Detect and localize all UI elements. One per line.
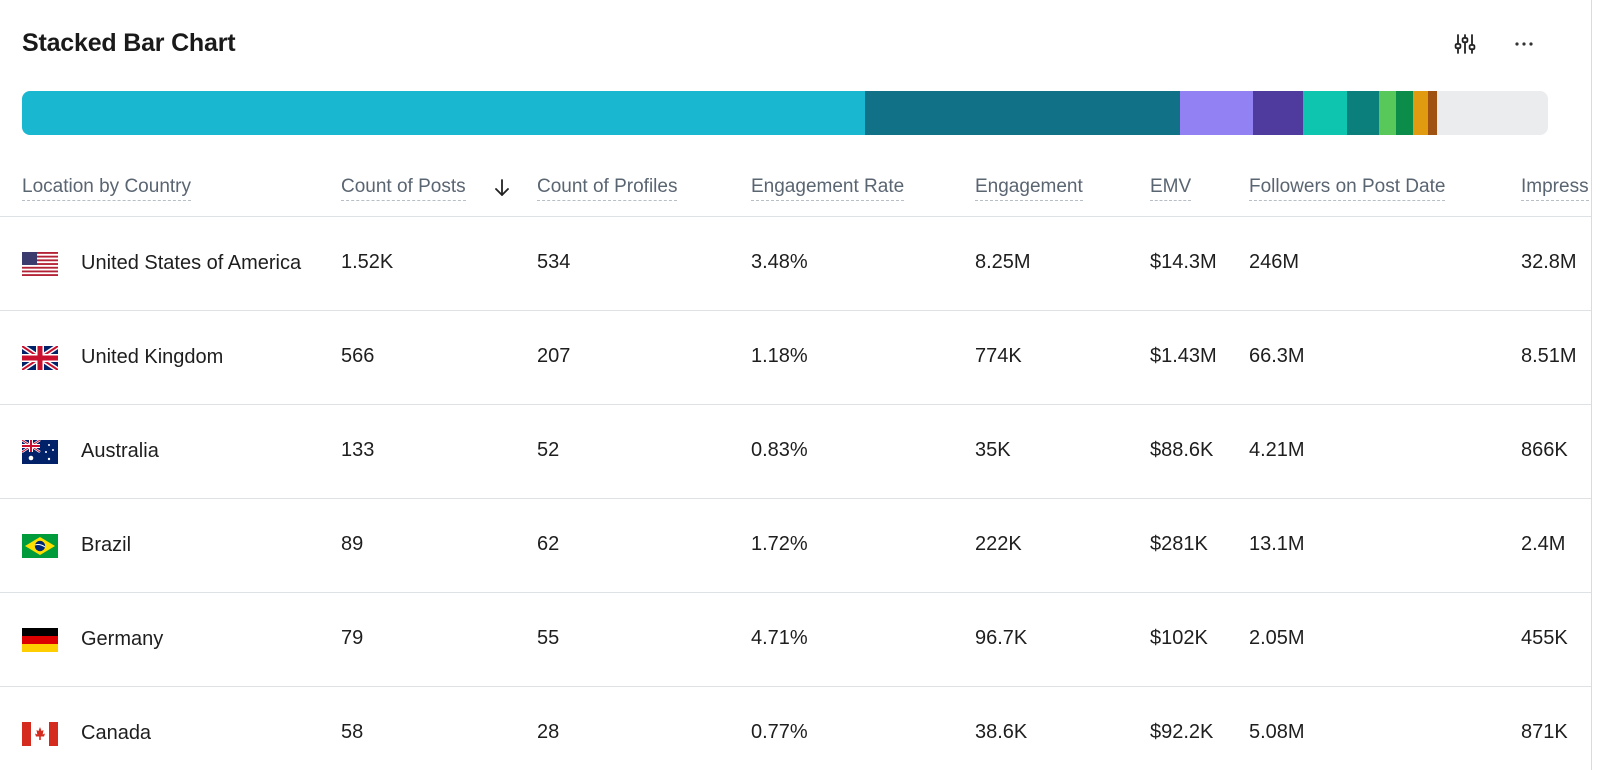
cell-count-of-posts: 79 — [341, 627, 364, 649]
column-header-impressions[interactable]: Impress — [1521, 176, 1589, 201]
flag-br-icon — [22, 533, 58, 558]
country-name: Canada — [81, 722, 152, 744]
cell-followers: 246M — [1249, 251, 1300, 273]
cell-impressions: 2.4M — [1521, 533, 1566, 555]
more-options-button[interactable] — [1508, 28, 1540, 60]
country-cell[interactable]: Australia — [22, 405, 159, 498]
cell-engagement-rate: 3.48% — [751, 251, 808, 273]
cell-count-of-profiles: 52 — [537, 439, 560, 461]
cell-followers: 5.08M — [1249, 721, 1305, 743]
column-header-location[interactable]: Location by Country — [22, 176, 191, 201]
table-row[interactable]: United Kingdom 566 207 1.18% 774K $1.43M 66.3M… — [0, 311, 1591, 405]
country-cell[interactable]: Germany — [22, 593, 163, 686]
cell-engagement-rate: 4.71% — [751, 627, 808, 649]
cell-emv: $88.6K — [1150, 439, 1214, 461]
country-name: Germany — [81, 628, 164, 650]
cell-engagement: 38.6K — [975, 721, 1028, 743]
bar-segment[interactable] — [1395, 91, 1414, 135]
cell-followers: 4.21M — [1249, 439, 1305, 461]
country-name: United States of America — [81, 252, 302, 274]
flag-de-icon — [22, 627, 58, 652]
cell-emv: $92.2K — [1150, 721, 1214, 743]
country-cell[interactable]: United States of America — [22, 217, 301, 310]
column-header-count-of-profiles[interactable]: Count of Profiles — [537, 176, 678, 201]
cell-engagement: 96.7K — [975, 627, 1028, 649]
cell-engagement: 222K — [975, 533, 1022, 555]
table-row[interactable]: Brazil 89 62 1.72% 222K $281K 13.1M 2.4M — [0, 499, 1591, 593]
cell-emv: $281K — [1150, 533, 1208, 555]
flag-us-icon — [22, 251, 58, 276]
bar-segment[interactable] — [1179, 91, 1254, 135]
country-cell[interactable]: United Kingdom — [22, 311, 223, 404]
bar-segment[interactable] — [1346, 91, 1379, 135]
cell-engagement: 8.25M — [975, 251, 1031, 273]
cell-impressions: 8.51M — [1521, 345, 1577, 367]
bar-segment[interactable] — [1253, 91, 1303, 135]
cell-count-of-posts: 58 — [341, 721, 364, 743]
column-header-count-of-posts[interactable]: Count of Posts — [341, 176, 466, 201]
flag-au-icon — [22, 439, 58, 464]
country-cell[interactable]: Canada — [22, 687, 151, 770]
settings-button[interactable] — [1449, 28, 1481, 60]
cell-emv: $102K — [1150, 627, 1208, 649]
flag-ca-icon — [22, 721, 58, 746]
cell-count-of-profiles: 207 — [537, 345, 571, 367]
more-horizontal-icon — [1515, 42, 1533, 46]
cell-impressions: 32.8M — [1521, 251, 1577, 273]
cell-followers: 2.05M — [1249, 627, 1305, 649]
cell-engagement-rate: 0.77% — [751, 721, 808, 743]
sort-descending-button[interactable] — [493, 177, 511, 204]
bar-segment[interactable] — [1413, 91, 1429, 135]
cell-followers: 66.3M — [1249, 345, 1305, 367]
cell-engagement: 35K — [975, 439, 1011, 461]
cell-count-of-posts: 1.52K — [341, 251, 394, 273]
cell-count-of-posts: 566 — [341, 345, 375, 367]
cell-count-of-profiles: 62 — [537, 533, 560, 555]
cell-followers: 13.1M — [1249, 533, 1305, 555]
cell-count-of-profiles: 55 — [537, 627, 560, 649]
cell-emv: $14.3M — [1150, 251, 1217, 273]
bar-segment[interactable] — [1302, 91, 1347, 135]
country-name: United Kingdom — [81, 346, 224, 368]
table-row[interactable]: Germany 79 55 4.71% 96.7K $102K 2.05M 455K — [0, 593, 1591, 687]
table-row[interactable]: Canada 58 28 0.77% 38.6K $92.2K 5.08M 871K — [0, 687, 1591, 770]
cell-count-of-posts: 89 — [341, 533, 364, 555]
country-cell[interactable]: Brazil — [22, 499, 131, 592]
cell-engagement-rate: 0.83% — [751, 439, 808, 461]
cell-count-of-posts: 133 — [341, 439, 375, 461]
stacked-bar — [22, 91, 1548, 135]
column-header-engagement[interactable]: Engagement — [975, 176, 1083, 201]
cell-emv: $1.43M — [1150, 345, 1217, 367]
country-name: Brazil — [81, 534, 132, 556]
cell-engagement: 774K — [975, 345, 1022, 367]
cell-engagement-rate: 1.72% — [751, 533, 808, 555]
cell-count-of-profiles: 28 — [537, 721, 560, 743]
bar-segment[interactable] — [1378, 91, 1396, 135]
cell-impressions: 866K — [1521, 439, 1568, 461]
flag-gb-icon — [22, 346, 58, 370]
bar-segment[interactable] — [22, 91, 866, 135]
cell-engagement-rate: 1.18% — [751, 345, 808, 367]
cell-impressions: 455K — [1521, 627, 1568, 649]
sliders-icon — [1454, 34, 1476, 54]
widget-title: Stacked Bar Chart — [22, 29, 236, 57]
table-row[interactable]: Australia 133 52 0.83% 35K $88.6K 4.21M 866K — [0, 405, 1591, 499]
bar-segment[interactable] — [1428, 91, 1437, 135]
bar-segment[interactable] — [865, 91, 1180, 135]
column-header-followers[interactable]: Followers on Post Date — [1249, 176, 1446, 201]
column-header-emv[interactable]: EMV — [1150, 176, 1192, 201]
cell-impressions: 871K — [1521, 721, 1568, 743]
column-header-engagement-rate[interactable]: Engagement Rate — [751, 176, 905, 201]
table-row[interactable]: United States of America 1.52K 534 3.48% 8.2… — [0, 217, 1591, 311]
cell-count-of-profiles: 534 — [537, 251, 571, 273]
country-name: Australia — [81, 440, 159, 462]
arrow-down-icon — [495, 179, 509, 196]
table-header: Location by Country Count of Posts Count… — [0, 168, 1591, 217]
